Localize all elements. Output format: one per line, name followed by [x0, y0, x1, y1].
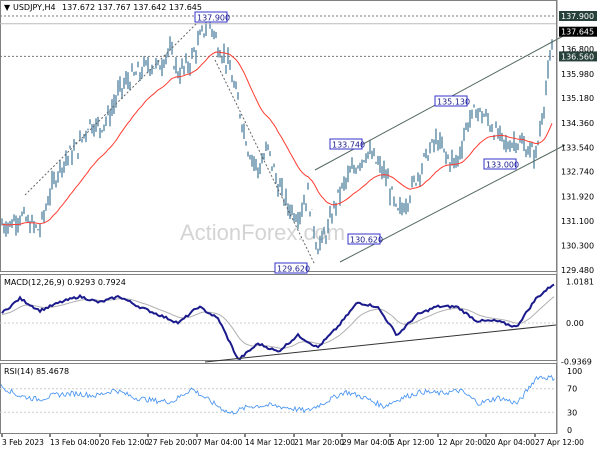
price-axis-label: 137.645: [561, 28, 594, 37]
time-axis-label: 20 Apr 04:00: [486, 438, 535, 447]
price-series: [1, 12, 553, 255]
price-axis-label: 129.480: [561, 266, 594, 275]
price-annotation-box: [483, 158, 517, 170]
macd-line: [1, 283, 555, 361]
time-axis-label: 27 Feb 20:00: [148, 438, 197, 447]
macd-axis-label: 0.00: [566, 319, 584, 328]
time-axis-label: 3 Feb 2023: [2, 438, 44, 447]
price-annotation-box: [274, 262, 308, 274]
price-axis-label: 131.920: [561, 192, 594, 201]
moving-average-line: [1, 51, 553, 226]
time-axis-label: 29 Mar 04:00: [342, 438, 392, 447]
symbol-label: USDJPY,H4: [13, 3, 56, 12]
price-annotation-box: [194, 11, 228, 23]
price-annotation-box: [347, 233, 381, 245]
price-axis-label: 130.300: [561, 241, 594, 250]
price-tag: [559, 51, 597, 62]
price-tag: [559, 11, 597, 21]
price-axis-label: 136.560: [561, 52, 594, 61]
ohlc-readout: 137.672 137.767 137.642 137.645: [62, 3, 202, 12]
price-annotation: 137.900: [197, 14, 230, 23]
price-axis-label: 132.740: [561, 168, 594, 177]
dropdown-arrow-icon[interactable]: ▼: [4, 3, 11, 12]
price-annotation: 130.620: [350, 236, 383, 245]
price-annotation: 133.740: [332, 141, 365, 150]
rsi-line: [0, 374, 555, 415]
uptrend-dotted-line: [24, 19, 201, 196]
rsi-axis-label: 0: [567, 426, 572, 435]
time-axis-label: 14 Mar 12:00: [245, 438, 295, 447]
time-axis-label: 20 Feb 12:00: [100, 438, 149, 447]
price-axis-label: 133.540: [561, 144, 594, 153]
rsi-axis-label: 30: [567, 408, 577, 417]
rsi-axis-label: 100: [567, 367, 582, 376]
rsi-axis-label: 70: [567, 385, 577, 394]
macd-axis-label: 1.0181: [566, 277, 594, 286]
price-annotation: 135.130: [437, 98, 470, 107]
price-tag: [559, 26, 597, 37]
time-axis-label: 13 Feb 04:00: [50, 438, 99, 447]
price-axis-label: 135.980: [561, 70, 594, 79]
macd-title: MACD(12,26,9) 0.9293 0.7924: [4, 278, 126, 287]
price-annotation: 129.620: [277, 265, 310, 274]
time-axis-label: 7 Mar 04:00: [197, 438, 243, 447]
price-axis-label: 136.800: [561, 45, 594, 54]
price-annotation-box: [434, 95, 468, 107]
time-axis-label: 21 Mar 20:00: [294, 438, 344, 447]
watermark: ActionForex.com: [180, 220, 345, 245]
rsi-title: RSI(14) 85.4678: [4, 367, 69, 376]
overlays: 137.900 133.740 135.130 133.000 130.620 129.6…: [0, 11, 566, 274]
price-axis-label: 131.100: [561, 217, 594, 226]
time-axis-label: 27 Apr 12:00: [535, 438, 584, 447]
macd-trend-line: [204, 324, 557, 363]
time-axis-label: 5 Apr 12:00: [390, 438, 434, 447]
price-axis-label: 137.900: [561, 12, 594, 21]
price-annotation-box: [329, 138, 363, 150]
macd-axis-label: -0.9369: [561, 357, 592, 366]
price-axis-label: 134.360: [561, 119, 594, 128]
price-annotation: 133.000: [486, 161, 519, 170]
price-axis-label: 135.180: [561, 94, 594, 103]
time-axis-label: 12 Apr 20:00: [438, 438, 487, 447]
